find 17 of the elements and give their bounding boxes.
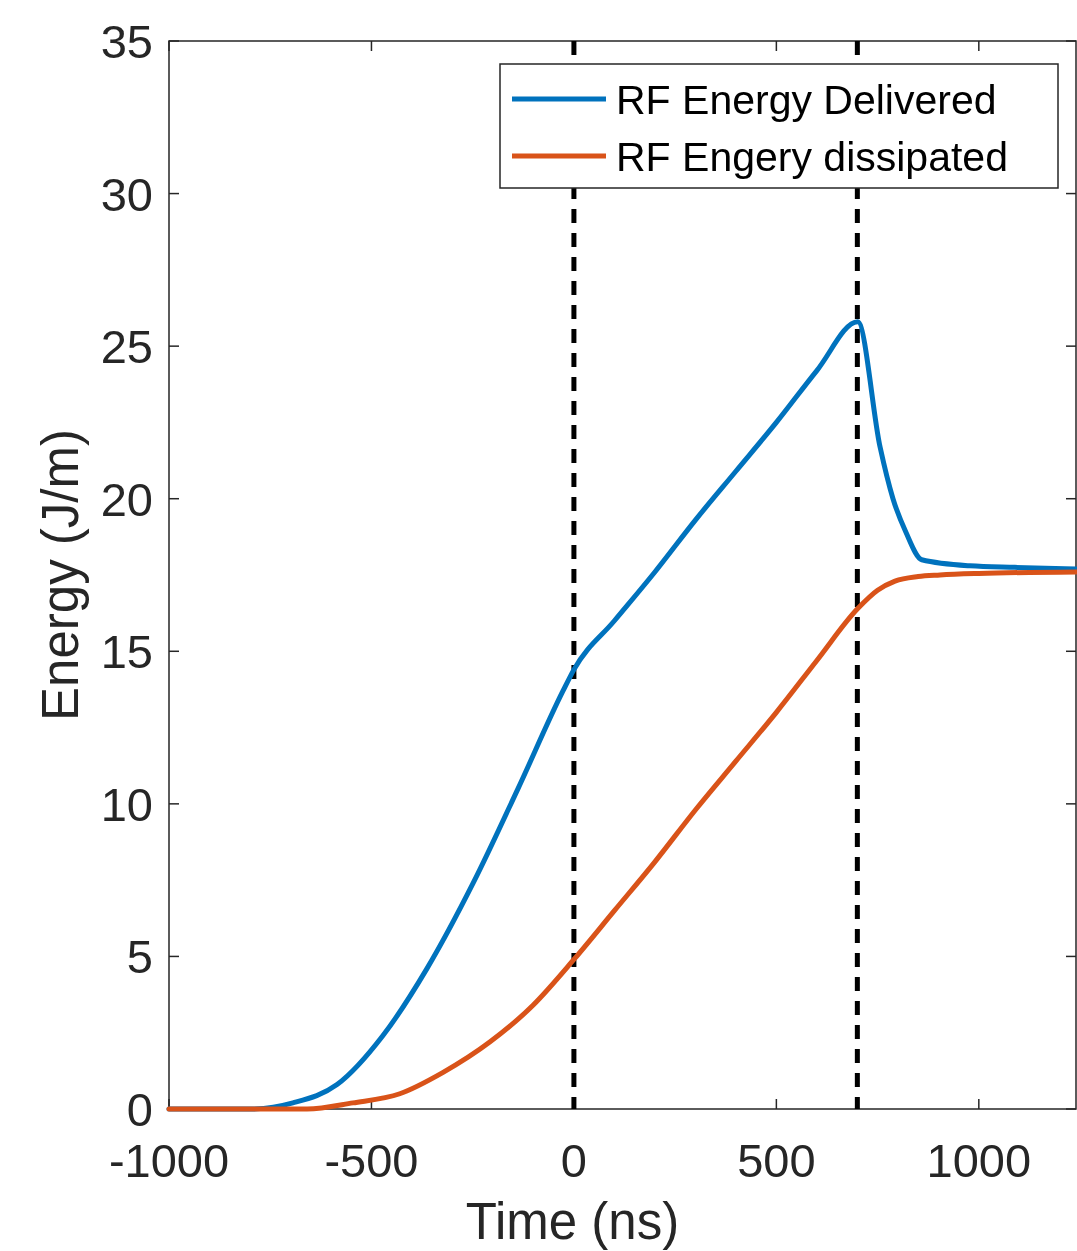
- y-tick-label: 30: [100, 167, 153, 221]
- y-tick-label: 35: [100, 15, 153, 68]
- y-tick-label: 0: [126, 1083, 153, 1136]
- x-tick-label: 1000: [926, 1134, 1032, 1187]
- y-tick-label: 10: [100, 777, 153, 831]
- x-tick-label: 0: [560, 1134, 587, 1187]
- y-axis-title: Energy (J/m): [32, 429, 89, 721]
- y-tick-label: 25: [100, 320, 153, 374]
- x-axis-title: Time (ns): [465, 1193, 680, 1250]
- y-tick-label: 20: [100, 472, 153, 526]
- x-tick-label: -500: [324, 1134, 419, 1187]
- x-tick-label: -1000: [108, 1134, 230, 1187]
- y-tick-label: 15: [100, 625, 153, 679]
- legend-label: RF Energy Delivered: [616, 77, 997, 123]
- y-tick-label: 5: [126, 930, 153, 984]
- legend-label: RF Engery dissipated: [616, 134, 1008, 180]
- x-tick-label: 500: [737, 1134, 816, 1187]
